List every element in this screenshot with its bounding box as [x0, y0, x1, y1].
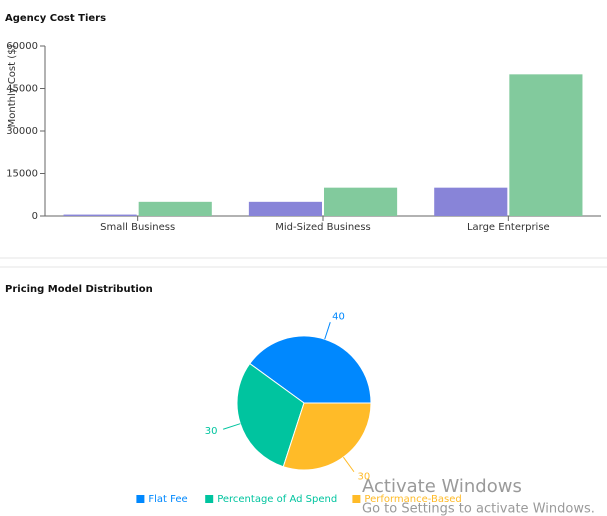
y-tick-label: 15000 [6, 169, 38, 180]
x-tick-label: Small Business [100, 222, 175, 233]
y-tick-label: 60000 [6, 41, 38, 52]
legend-swatch [136, 495, 145, 503]
legend-swatch [352, 495, 361, 503]
legend-label: Performance-Based [364, 494, 461, 505]
legend-swatch [205, 495, 214, 503]
y-tick-label: 45000 [6, 84, 38, 95]
label-line [324, 322, 331, 340]
pie-slice [236, 362, 305, 468]
data-label: 30 [205, 426, 218, 437]
data-label: 30 [357, 472, 370, 483]
data-label: 40 [332, 311, 345, 322]
legend-label: Percentage of Ad Spend [217, 494, 337, 505]
bar [248, 201, 322, 216]
pie-slice [282, 402, 372, 471]
bar [434, 187, 508, 216]
y-axis-label: Monthly Cost ($) [7, 45, 18, 128]
chart-title: Pricing Model Distribution [5, 284, 153, 295]
watermark-subtitle: Go to Settings to activate Windows. [362, 502, 595, 516]
label-line [342, 456, 355, 473]
bar [63, 214, 137, 216]
bar [509, 74, 583, 216]
x-tick-label: Large Enterprise [467, 222, 550, 233]
label-line [223, 423, 241, 430]
y-tick-label: 0 [32, 211, 38, 222]
bar [138, 201, 212, 216]
legend-label: Flat Fee [148, 494, 187, 505]
watermark-title: Activate Windows [362, 476, 522, 497]
x-tick-label: Mid-Sized Business [275, 222, 371, 233]
chart-title: Agency Cost Tiers [5, 13, 106, 24]
bar [324, 187, 398, 216]
pie-slice [249, 335, 372, 404]
y-tick-label: 30000 [6, 126, 38, 137]
